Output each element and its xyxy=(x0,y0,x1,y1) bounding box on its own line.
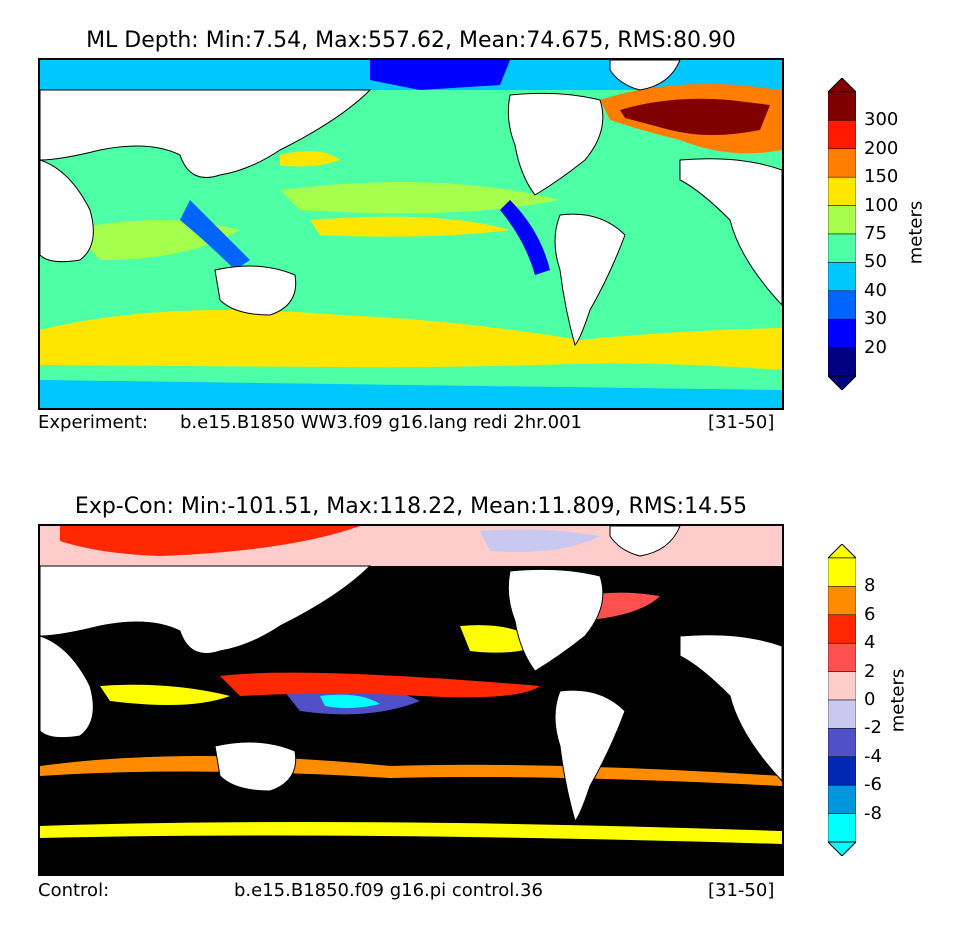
panel1-colorbar-bottom-arrow xyxy=(828,375,856,390)
panel2-colorbar-tick-label: 6 xyxy=(864,603,876,625)
panel1-africa-west xyxy=(679,158,782,306)
panel2-colorbar-segment xyxy=(828,557,856,587)
panel1-colorbar-segment xyxy=(828,205,856,235)
panel2-colorbar-segment xyxy=(828,642,856,672)
panel2-australia xyxy=(214,741,297,792)
panel1-colorbar-segment xyxy=(828,262,856,292)
panel2-colorbar-segment xyxy=(828,784,856,814)
panel2-eurasia xyxy=(40,565,372,654)
panel1-units-label: meters xyxy=(905,200,927,265)
panel1-caption-years: [31-50] xyxy=(708,412,775,433)
panel2-colorbar-tick-label: -2 xyxy=(864,717,882,739)
panel2-colorbar-tick-label: 0 xyxy=(864,689,876,710)
panel1-antarctic-shallow xyxy=(40,380,782,408)
panel1-eurasia xyxy=(40,89,372,178)
panel2-land xyxy=(40,526,782,822)
panel2-colorbar-segment xyxy=(828,756,856,786)
panel1-colorbar-tick-label: 40 xyxy=(864,279,887,301)
panel2-caption-case: b.e15.B1850.f09 g16.pi control.36 xyxy=(234,880,543,901)
panel1-colorbar-tick-label: 20 xyxy=(864,336,887,358)
panel2-colorbar-segment xyxy=(828,586,856,616)
panel1-land xyxy=(40,60,782,346)
panel2-map-svg xyxy=(40,526,782,874)
panel2-map xyxy=(38,524,784,876)
panel1-title: ML Depth: Min:7.54, Max:557.62, Mean:74.… xyxy=(86,28,736,53)
panel2-colorbar-segment xyxy=(828,728,856,758)
panel2-colorbar-tick-label: -8 xyxy=(864,802,882,824)
panel1-map xyxy=(38,58,784,410)
panel1-colorbar-segment xyxy=(828,176,856,206)
panel2-arctic-lavender xyxy=(480,529,600,552)
panel1-north-america xyxy=(507,92,604,196)
panel1-south-america xyxy=(554,213,626,346)
panel1-npac-yellow xyxy=(280,151,340,167)
panel2-units-label: meters xyxy=(887,668,909,733)
panel2-caption-label: Control: xyxy=(38,880,110,901)
panel1-eq-green xyxy=(280,182,560,214)
panel2-colorbar-bottom-arrow xyxy=(828,841,856,856)
panel1-africa-east xyxy=(40,159,94,263)
panel1-indonesia-shelf xyxy=(180,200,250,270)
panel2-caption-years: [31-50] xyxy=(708,880,775,901)
panel1-colorbar-tick-label: 100 xyxy=(864,194,899,216)
panel2-colorbar-top-arrow xyxy=(828,544,856,559)
panel1-colorbar-segment xyxy=(828,120,856,150)
panel1-caption-label: Experiment: xyxy=(38,412,149,433)
panel1-colorbar-segment xyxy=(828,233,856,263)
panel1-colorbar-top-arrow xyxy=(828,78,856,93)
panel2-colorbar-tick-label: -6 xyxy=(864,774,882,796)
panel1-colorbar-segment xyxy=(828,318,856,348)
panel2-acc-yellow xyxy=(40,822,782,844)
panel1-colorbar-tick-label: 300 xyxy=(864,109,899,131)
panel2-colorbar-segment xyxy=(828,671,856,701)
panel1-americas-shelf xyxy=(500,200,550,275)
panel2-indian-yellow xyxy=(100,684,230,705)
panel2-arctic-red xyxy=(60,526,360,556)
panel1-southern-yellow xyxy=(40,310,782,370)
panel1-colorbar-tick-label: 50 xyxy=(864,251,887,273)
panel1-colorbar-segment xyxy=(828,290,856,320)
panel1-map-svg xyxy=(40,60,782,408)
panel2-colorbar-tick-label: 2 xyxy=(864,660,876,682)
panel2-colorbar-segment xyxy=(828,699,856,729)
panel2-colorbar-tick-label: 4 xyxy=(864,632,876,654)
panel1-colorbar-tick-label: 150 xyxy=(864,166,899,188)
panel1-colorbar-segment xyxy=(828,91,856,121)
panel2-colorbar xyxy=(828,544,856,856)
panel2-colorbar-tick-label: -4 xyxy=(864,745,882,767)
panel2-africa-west xyxy=(679,634,782,782)
panel1-colorbar-tick-label: 30 xyxy=(864,308,887,330)
panel1-arctic-deep xyxy=(370,60,510,90)
panel1-colorbar xyxy=(828,78,856,390)
panel1-eq-yellow xyxy=(310,216,510,237)
panel2-colorbar-tick-label: 8 xyxy=(864,575,876,597)
panel2-greenland xyxy=(609,526,681,557)
panel2-africa-east xyxy=(40,635,94,739)
panel2-eq-cyan xyxy=(320,694,380,709)
panel1-colorbar-tick-label: 75 xyxy=(864,223,887,244)
panel2-title: Exp-Con: Min:-101.51, Max:118.22, Mean:1… xyxy=(74,494,748,519)
panel1-australia xyxy=(214,265,297,316)
panel1-colorbar-tick-label: 200 xyxy=(864,137,899,159)
panel2-colorbar-segment xyxy=(828,614,856,644)
panel1-natl-deep xyxy=(620,98,770,135)
panel2-colorbar-segment xyxy=(828,813,856,843)
panel1-colorbar-segment xyxy=(828,148,856,178)
panel1-greenland xyxy=(609,60,681,91)
panel1-caption-case: b.e15.B1850 WW3.f09 g16.lang redi 2hr.00… xyxy=(180,412,583,433)
panel2-south-america xyxy=(554,689,626,822)
panel2-eq-red xyxy=(220,672,540,698)
panel2-north-america xyxy=(507,568,604,672)
panel1-colorbar-segment xyxy=(828,347,856,377)
